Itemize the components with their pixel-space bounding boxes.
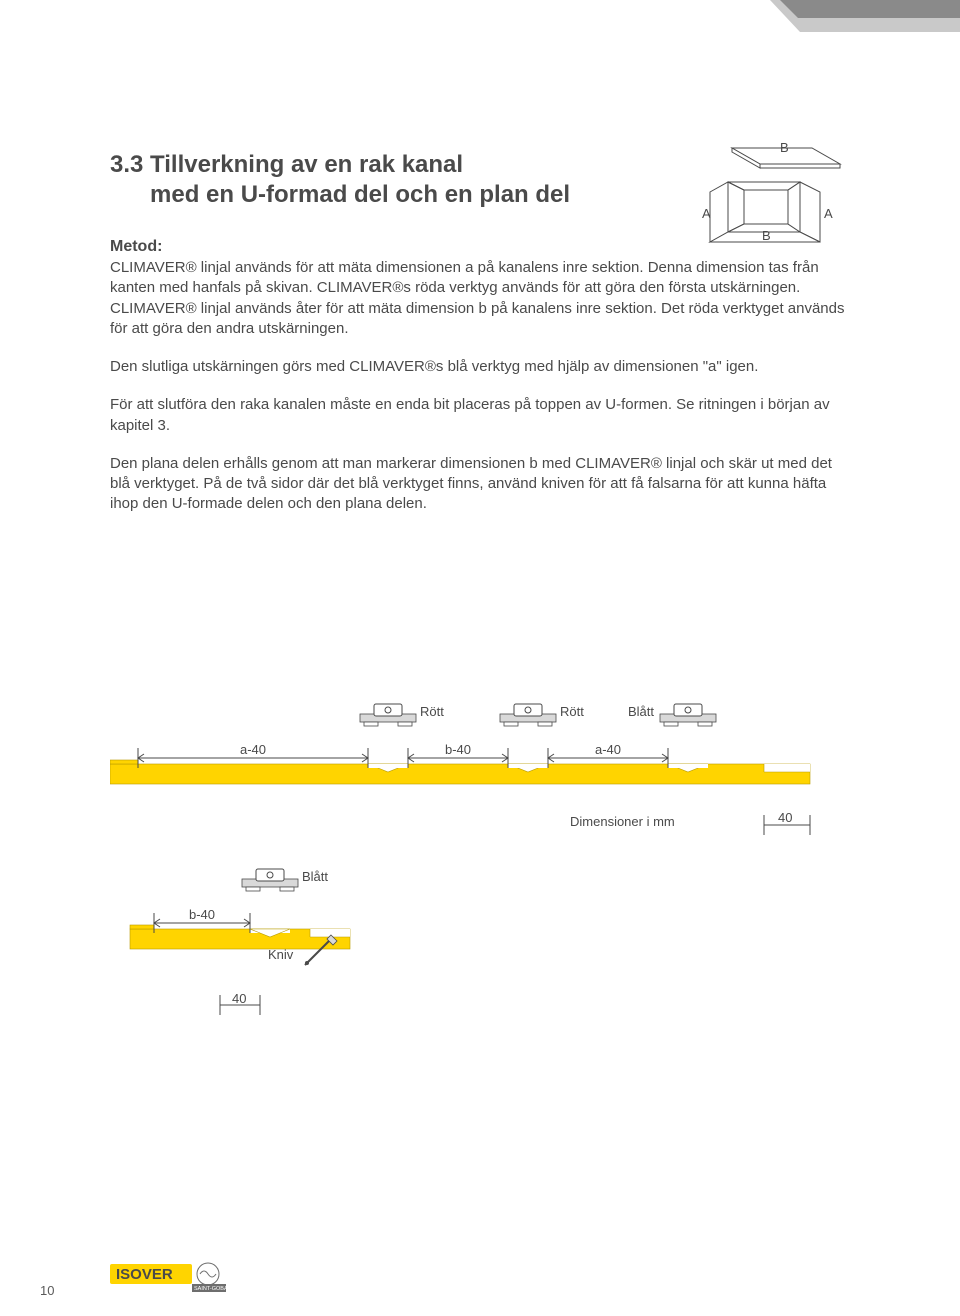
svg-text:Rött: Rött xyxy=(560,704,584,719)
method-label: Metod: xyxy=(110,238,850,256)
heading-line-1: 3.3 Tillverkning av en rak kanal xyxy=(110,151,463,178)
page-number: 10 xyxy=(40,1283,54,1298)
section-heading: 3.3 Tillverkning av en rak kanal med en … xyxy=(110,150,850,210)
short-end-dim-40: 40 xyxy=(232,991,246,1006)
svg-text:ISOVER: ISOVER xyxy=(116,1266,173,1283)
main-content: 3.3 Tillverkning av en rak kanal med en … xyxy=(110,150,850,533)
diagram-short-strip: Blått b-40 Kniv 40 xyxy=(110,865,850,1055)
paragraph-2: Den slutliga utskärningen görs med CLIMA… xyxy=(110,357,850,377)
dimensions-note: Dimensioner i mm xyxy=(570,814,675,829)
paragraph-4: Den plana delen erhålls genom att man ma… xyxy=(110,454,850,515)
paragraph-1: CLIMAVER® linjal används för att mäta di… xyxy=(110,258,850,339)
isover-logo: ISOVER SAINT-GOBAIN xyxy=(110,1262,230,1294)
diagram-long-strip: Rött Rött Blått a-40 b-40 a-40 Dimensioner i… xyxy=(110,700,850,850)
svg-text:Blått: Blått xyxy=(302,869,328,884)
svg-text:Blått: Blått xyxy=(628,704,654,719)
svg-text:a-40: a-40 xyxy=(240,742,266,757)
svg-text:SAINT-GOBAIN: SAINT-GOBAIN xyxy=(194,1286,230,1292)
svg-text:b-40: b-40 xyxy=(189,907,215,922)
header-accent xyxy=(600,0,960,32)
knife-label: Kniv xyxy=(268,947,294,962)
svg-text:Rött: Rött xyxy=(420,704,444,719)
svg-text:b-40: b-40 xyxy=(445,742,471,757)
svg-text:a-40: a-40 xyxy=(595,742,621,757)
cutting-diagrams: Rött Rött Blått a-40 b-40 a-40 Dimensioner i… xyxy=(110,700,850,1060)
paragraph-3: För att slutföra den raka kanalen måste … xyxy=(110,395,850,436)
heading-line-2: med en U-formad del och en plan del xyxy=(110,180,850,210)
end-dim-40: 40 xyxy=(778,810,792,825)
